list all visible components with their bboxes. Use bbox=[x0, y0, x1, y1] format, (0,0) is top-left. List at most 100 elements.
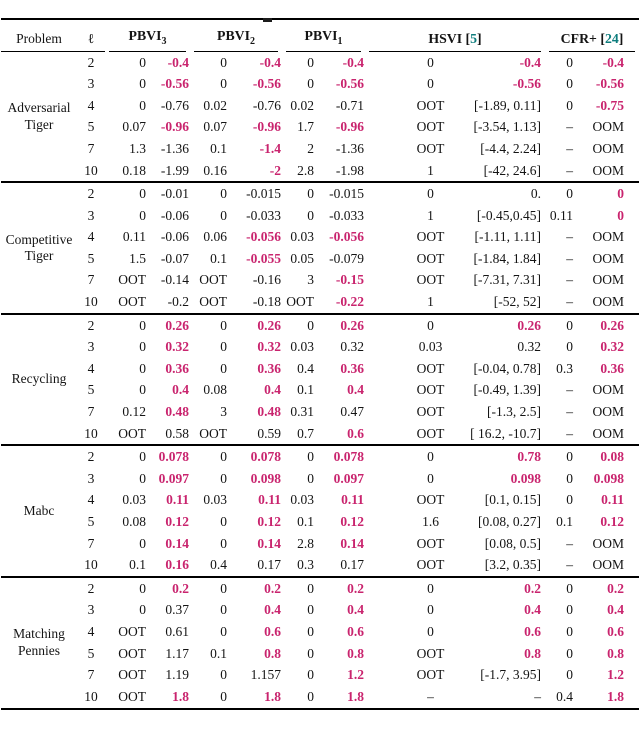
cell-pbvi2-time: 0 bbox=[220, 339, 227, 355]
cell-pbvi3-value: -0.01 bbox=[160, 186, 189, 202]
cell-pbvi1-time: 0.3 bbox=[297, 557, 314, 573]
cell-pbvi1-value: 0.14 bbox=[340, 535, 364, 551]
cell-pbvi1-time: 2.8 bbox=[297, 535, 314, 551]
cell-pbvi1-value: 1.8 bbox=[347, 688, 364, 704]
cell-cfr-time: – bbox=[566, 382, 573, 398]
table-row: 3 0 0.097 0 0.098 0 0.097 0 0.098 0 0.098 bbox=[1, 468, 639, 490]
cell-pbvi1-value: -0.4 bbox=[342, 54, 364, 70]
cell-pbvi3-value: 0.37 bbox=[165, 602, 189, 618]
cell-hsvi-time: 0 bbox=[427, 317, 434, 333]
table-row: Adversarial Tiger 2 0 -0.4 0 -0.4 0 -0.4 0 -0.4 0 -0… bbox=[1, 52, 639, 132]
cell-pbvi1-value: 0.17 bbox=[340, 557, 364, 573]
cell-pbvi1-value: 0.6 bbox=[347, 425, 364, 441]
cell-hsvi-value: 0.6 bbox=[524, 623, 541, 639]
cell-pbvi1-value: -1.36 bbox=[335, 140, 364, 156]
cell-hsvi-value: [-0.45,0.45] bbox=[476, 207, 541, 223]
cell-pbvi2-value: 0.8 bbox=[264, 645, 281, 661]
cell-cfr-time: 0 bbox=[566, 602, 573, 618]
table-row: 7 0 0.14 0 0.14 2.8 0.14 OOT [0.08, 0.5] – OOM bbox=[1, 533, 639, 555]
cell-pbvi2-time: 0 bbox=[220, 207, 227, 223]
cell-pbvi2-value: -0.16 bbox=[252, 272, 281, 288]
cell-pbvi2-time: 0 bbox=[220, 602, 227, 618]
cell-pbvi2-value: 0.098 bbox=[250, 470, 281, 486]
table-row: 3 0 0.32 0 0.32 0.03 0.32 0.03 0.32 0 0.32 bbox=[1, 336, 639, 358]
table-row: 10 OOT -0.2 OOT -0.18 OOT -0.22 1 [-52, 52] – OOM bbox=[1, 291, 639, 314]
cell-pbvi3-value: -1.99 bbox=[160, 162, 189, 178]
cell-pbvi2-time: 0 bbox=[220, 186, 227, 202]
table-row: 5 0 0.4 0.08 0.4 0.1 0.4 OOT [-0.49, 1.39] – OOM bbox=[1, 380, 639, 402]
cell-pbvi3-time: 0.12 bbox=[122, 404, 146, 420]
cell-pbvi2-time: 0 bbox=[220, 449, 227, 465]
cell-pbvi1-time: 0.05 bbox=[290, 250, 314, 266]
cell-pbvi1-value: -0.079 bbox=[329, 250, 364, 266]
cell-pbvi3-time: OOT bbox=[118, 272, 146, 288]
cell-hsvi-value: [0.08, 0.27] bbox=[478, 514, 541, 530]
paper-page: Problem ℓ PBVI3 PBVI2 PBVI1 HSVI [5] CFR+ [2… bbox=[0, 18, 640, 730]
cell-ell: 2 bbox=[87, 54, 95, 70]
cell-pbvi3-time: 0.07 bbox=[122, 119, 146, 135]
cell-pbvi3-time: 0 bbox=[139, 382, 146, 398]
cell-pbvi3-value: -0.76 bbox=[160, 97, 189, 113]
cell-pbvi3-value: 0.26 bbox=[165, 317, 189, 333]
cell-cfr-time: 0.3 bbox=[556, 360, 573, 376]
cell-cfr-time: 0 bbox=[566, 580, 573, 596]
column-group-pbvi1: PBVI1 bbox=[282, 19, 365, 52]
cell-pbvi2-value: 0.12 bbox=[257, 514, 281, 530]
cell-pbvi3-value: 0.4 bbox=[172, 382, 189, 398]
cell-pbvi1-value: 0.11 bbox=[341, 492, 364, 508]
cell-pbvi1-time: 0 bbox=[307, 317, 314, 333]
cell-ell: 3 bbox=[87, 207, 95, 223]
cell-hsvi-time: 0 bbox=[427, 449, 434, 465]
cell-pbvi1-time: 0.03 bbox=[290, 229, 314, 245]
cell-pbvi3-time: 0.11 bbox=[122, 229, 146, 245]
cell-cfr-value: OOM bbox=[592, 557, 625, 573]
cell-pbvi3-time: 0.1 bbox=[129, 557, 146, 573]
table-row: 7 OOT 1.19 0 1.157 0 1.2 OOT [-1.7, 3.95] 0 1.2 bbox=[1, 664, 639, 686]
cell-hsvi-time: OOT bbox=[416, 382, 445, 398]
cell-pbvi1-time: 3 bbox=[307, 272, 314, 288]
cell-cfr-time: 0 bbox=[566, 645, 573, 661]
cell-hsvi-value: 0.78 bbox=[517, 449, 541, 465]
cell-cfr-value: 0.4 bbox=[607, 602, 625, 618]
cell-pbvi2-time: 0 bbox=[220, 360, 227, 376]
cell-cfr-value: 0.32 bbox=[600, 339, 625, 355]
table-row: 4 0 0.36 0 0.36 0.4 0.36 OOT [-0.04, 0.78] 0.3 0.3… bbox=[1, 358, 639, 380]
cell-hsvi-value: [0.08, 0.5] bbox=[484, 535, 541, 551]
cell-hsvi-value: [-1.89, 0.11] bbox=[474, 97, 541, 113]
cell-hsvi-time: OOT bbox=[416, 229, 445, 245]
cell-pbvi3-value: -0.14 bbox=[160, 272, 189, 288]
cell-cfr-time: 0 bbox=[566, 667, 573, 683]
cell-pbvi3-value: -0.07 bbox=[160, 250, 189, 266]
cell-hsvi-time: OOT bbox=[416, 404, 445, 420]
cell-cfr-value: 1.2 bbox=[607, 667, 625, 683]
cell-pbvi2-value: 0.26 bbox=[257, 317, 281, 333]
cell-pbvi3-value: 0.36 bbox=[165, 360, 189, 376]
table-row: Competitive Tiger 2 0 -0.01 0 -0.015 0 -0.015 0 0.… bbox=[1, 182, 639, 263]
table-row: Matching Pennies 2 0 0.2 0 0.2 0 0.2 0 0.2 0 0.2 bbox=[1, 577, 639, 658]
cell-hsvi-value: 0.32 bbox=[517, 339, 541, 355]
hsvi-header-label: HSVI [5] bbox=[428, 30, 482, 46]
cell-pbvi3-value: 0.61 bbox=[165, 623, 189, 639]
problem-label: Recycling bbox=[11, 371, 67, 387]
cell-pbvi3-value: 0.12 bbox=[165, 514, 189, 530]
cell-ell: 3 bbox=[87, 602, 95, 618]
cell-pbvi1-value: -0.96 bbox=[335, 119, 364, 135]
cell-cfr-time: 0 bbox=[566, 623, 573, 639]
cell-pbvi1-value: -0.15 bbox=[335, 272, 364, 288]
table-row: 3 0 0.37 0 0.4 0 0.4 0 0.4 0 0.4 bbox=[1, 600, 639, 622]
cell-hsvi-value: [-0.04, 0.78] bbox=[473, 360, 542, 376]
cell-pbvi2-value: -0.033 bbox=[246, 207, 281, 223]
pbvi3-header-label: PBVI3 bbox=[128, 28, 167, 47]
cell-hsvi-value: [-1.84, 1.84] bbox=[473, 250, 542, 266]
cell-cfr-time: 0.4 bbox=[556, 688, 573, 704]
cell-pbvi3-value: 0.11 bbox=[166, 492, 189, 508]
cell-cfr-time: 0 bbox=[566, 54, 573, 70]
cell-pbvi2-time: 0.16 bbox=[203, 162, 227, 178]
cell-pbvi1-value: 0.078 bbox=[333, 449, 364, 465]
cell-pbvi3-time: 0.18 bbox=[122, 162, 146, 178]
cell-hsvi-time: OOT bbox=[416, 140, 445, 156]
cell-pbvi2-value: -0.56 bbox=[252, 76, 281, 92]
cell-cfr-value: OOM bbox=[592, 294, 625, 310]
cell-pbvi2-value: -0.015 bbox=[246, 186, 281, 202]
cell-pbvi2-time: 0 bbox=[220, 470, 227, 486]
